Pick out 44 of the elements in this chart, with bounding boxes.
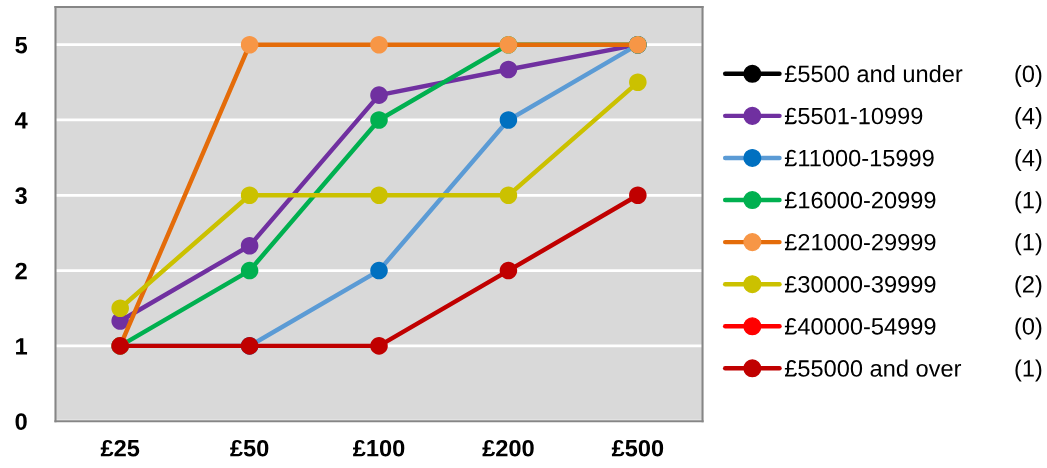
x-tick-label: £500 <box>611 439 664 457</box>
text: (1) <box>1015 359 1042 382</box>
legend-label: £11000-15999 <box>784 149 934 167</box>
text: (4) <box>1015 149 1042 172</box>
text: (2) <box>1015 275 1042 298</box>
point <box>240 35 259 54</box>
legend-label: £30000-39999 <box>784 275 936 293</box>
y-tick-label: 0 <box>15 413 27 430</box>
y-tick-label: 3 <box>15 187 27 205</box>
y-tick-label: 4 <box>14 112 28 129</box>
y-tick-label: 5 <box>15 36 28 54</box>
text: (4) <box>1015 107 1042 130</box>
point <box>499 261 518 280</box>
point <box>240 186 259 205</box>
legend-label: £16000-20999 <box>784 191 936 209</box>
text: (0) <box>1015 64 1042 87</box>
y-tick-label: 1 <box>16 338 28 355</box>
point <box>370 261 388 280</box>
legend-label: £21000-29999 <box>784 233 936 251</box>
legend-label: £55000 and over <box>784 359 962 377</box>
x-tick-label: £100 <box>353 439 405 457</box>
point <box>370 86 388 104</box>
text: (0) <box>1015 317 1042 340</box>
y-tick-label: 2 <box>15 262 27 280</box>
point <box>629 73 647 92</box>
point <box>111 299 129 318</box>
x-tick-label: £50 <box>230 439 269 457</box>
point <box>499 186 518 205</box>
point <box>370 35 388 54</box>
text: (1) <box>1015 233 1042 256</box>
point <box>240 236 259 255</box>
point <box>370 111 388 129</box>
point <box>499 60 518 79</box>
text: (1) <box>1015 191 1042 214</box>
legend-label: £40000-54999 <box>784 318 936 335</box>
legend-label: £5501-10999 <box>784 107 923 125</box>
point <box>629 186 647 205</box>
point <box>499 111 518 129</box>
point <box>370 337 388 355</box>
point <box>240 261 259 280</box>
legend-label: £5500 and under <box>784 64 963 83</box>
x-tick-label: £25 <box>100 439 140 457</box>
x-tick-label: £200 <box>482 439 534 457</box>
point <box>370 186 388 205</box>
